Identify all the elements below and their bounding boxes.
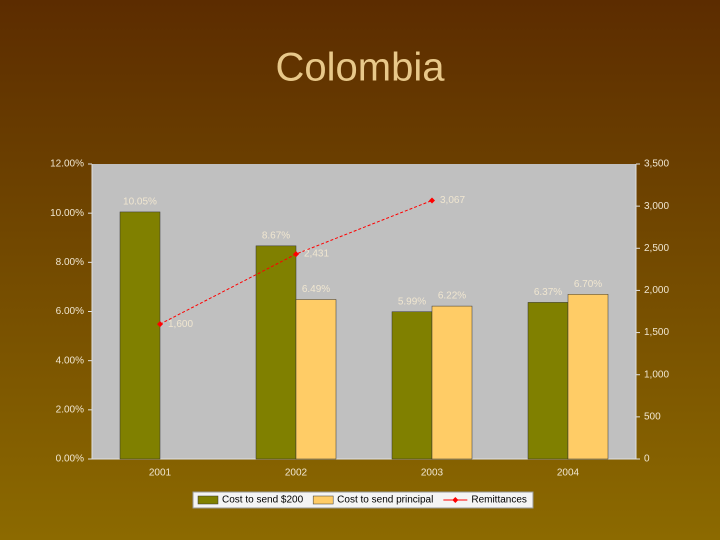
value-label: 6.37%: [534, 287, 562, 298]
value-label: 6.49%: [302, 284, 330, 295]
y-tick-label: 2.00%: [56, 404, 84, 415]
chart-title: Colombia: [276, 46, 446, 90]
value-label: 6.70%: [574, 279, 602, 290]
y-tick-label: 6.00%: [56, 306, 84, 317]
bar: [567, 294, 609, 460]
value-label: 1,600: [168, 319, 193, 330]
marker: [429, 197, 435, 204]
y2-tick-label: 3,500: [644, 159, 669, 170]
legend-label: Cost to send principal: [337, 495, 433, 506]
y-tick-label: 10.00%: [50, 208, 84, 219]
y2-tick-label: 3,000: [644, 201, 669, 212]
bar: [527, 302, 569, 460]
y2-tick-label: 1,500: [644, 327, 669, 338]
value-label: 10.05%: [123, 197, 157, 208]
x-tick-label: 2004: [557, 468, 580, 479]
marker: [157, 321, 163, 328]
legend-label: Remittances: [471, 495, 527, 506]
value-label: 8.67%: [262, 231, 290, 242]
y2-tick-label: 1,000: [644, 369, 669, 380]
legend-swatch: [312, 495, 334, 505]
y-tick-label: 8.00%: [56, 257, 84, 268]
y-tick-label: 12.00%: [50, 159, 84, 170]
y-tick-label: 4.00%: [56, 355, 84, 366]
x-tick-label: 2002: [285, 468, 308, 479]
x-tick-label: 2003: [421, 468, 444, 479]
bar: [255, 245, 297, 460]
y2-tick-label: 2,000: [644, 285, 669, 296]
y2-tick-label: 500: [644, 411, 661, 422]
y2-tick-label: 0: [644, 454, 650, 465]
legend: [192, 491, 534, 509]
value-label: 3,067: [440, 195, 465, 206]
y-tick-label: 0.00%: [56, 454, 84, 465]
legend-swatch: [197, 495, 219, 505]
marker: [293, 251, 299, 258]
legend-swatch: [452, 497, 459, 503]
bar: [295, 299, 337, 460]
x-tick-label: 2001: [149, 468, 172, 479]
value-label: 2,431: [304, 249, 329, 260]
legend-label: Cost to send $200: [222, 495, 304, 506]
value-label: 6.22%: [438, 291, 466, 302]
y2-tick-label: 2,500: [644, 243, 669, 254]
bar: [431, 305, 473, 460]
bar: [391, 311, 433, 460]
value-label: 5.99%: [398, 296, 426, 307]
bar: [119, 211, 161, 460]
